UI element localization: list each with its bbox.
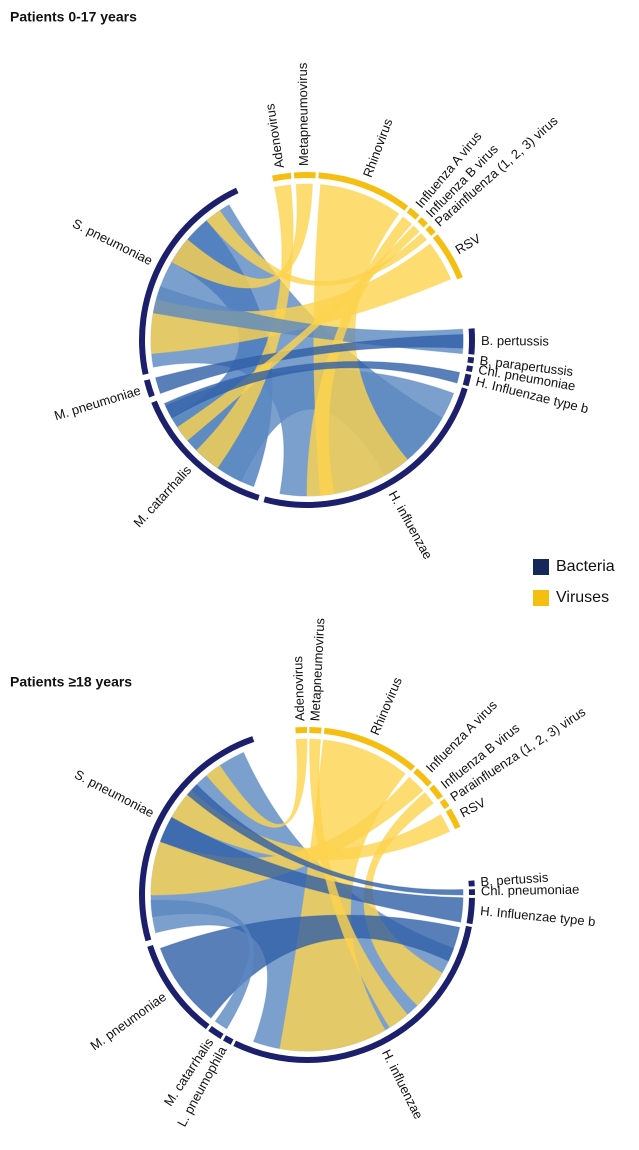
sector-arc bbox=[323, 727, 415, 771]
chord-ribbon bbox=[159, 914, 461, 1019]
sector-arc bbox=[468, 889, 475, 895]
sector-arc bbox=[462, 373, 472, 387]
sector-arc bbox=[445, 808, 461, 830]
panel-title: Patients ≥18 years bbox=[10, 674, 132, 690]
sector-label: Rhinovirus bbox=[360, 116, 396, 179]
sector-arc bbox=[417, 217, 428, 228]
sector-label: Chl. pneumoniae bbox=[481, 882, 580, 899]
sector-arc bbox=[272, 172, 292, 182]
sector-arc bbox=[467, 356, 475, 364]
sector-arc bbox=[429, 784, 443, 800]
sector-label: M. pneumoniae bbox=[87, 989, 169, 1053]
chord-ribbon bbox=[206, 738, 308, 828]
sector-arc bbox=[466, 897, 475, 925]
sector-label: M. catarrhalis bbox=[130, 462, 194, 530]
sector-arc bbox=[138, 187, 239, 375]
sector-label: S. pneumoniae bbox=[70, 216, 155, 268]
sector-arc bbox=[208, 1026, 224, 1040]
sector-arc bbox=[318, 172, 409, 211]
chord-diagram: Adenovirus Metapneumovirus Rhinovirus Influ… bbox=[52, 62, 590, 562]
chord-ribbon bbox=[306, 216, 413, 497]
sector-arc bbox=[406, 207, 420, 220]
sector-label: Adenovirus bbox=[262, 102, 287, 169]
chord-ribbon bbox=[171, 789, 451, 861]
legend-label: Bacteria bbox=[556, 558, 615, 575]
sector-arc bbox=[147, 945, 210, 1030]
chord-ribbon bbox=[186, 783, 464, 896]
chord-ribbon bbox=[150, 899, 255, 1030]
sector-label: RSV bbox=[453, 231, 484, 258]
chord-ribbon bbox=[163, 360, 461, 419]
sector-label: H. Influenzae type b bbox=[480, 903, 597, 929]
legend-label: Viruses bbox=[556, 589, 609, 606]
sector-arc bbox=[295, 727, 307, 734]
sector-label: B. pertussis bbox=[480, 870, 549, 890]
sector-arc bbox=[413, 768, 432, 787]
sector-arc bbox=[432, 234, 463, 280]
legend-swatch bbox=[533, 559, 549, 575]
sector-arc bbox=[466, 365, 473, 373]
sector-label: M. pneumoniae bbox=[52, 383, 142, 424]
sector-arc bbox=[143, 379, 155, 398]
chord-ribbon bbox=[309, 738, 408, 1028]
sector-arc bbox=[293, 172, 316, 179]
sector-arc bbox=[468, 328, 476, 355]
sector-label: Adenovirus bbox=[290, 655, 307, 721]
sector-label: Metapneumovirus bbox=[307, 617, 327, 721]
sector-arc bbox=[233, 925, 472, 1064]
chord-ribbon bbox=[150, 243, 452, 355]
sector-label: B. pertussis bbox=[481, 333, 550, 349]
chord-ribbon bbox=[206, 209, 428, 286]
sector-arc bbox=[468, 880, 475, 887]
sector-label: Metapneumovirus bbox=[295, 62, 311, 166]
sector-label: H. influenzae bbox=[379, 1047, 426, 1122]
sector-arc bbox=[425, 225, 436, 236]
chord-ribbon bbox=[152, 286, 464, 355]
sector-label: H. influenzae bbox=[386, 488, 436, 562]
chord-diagram: Adenovirus Metapneumovirus Rhinovirus Influ… bbox=[72, 617, 596, 1129]
sector-label: Rhinovirus bbox=[367, 674, 405, 737]
legend-swatch bbox=[533, 590, 549, 606]
sector-arc bbox=[309, 727, 322, 734]
sector-label: S. pneumoniae bbox=[72, 767, 156, 821]
chord-ribbon bbox=[155, 334, 464, 394]
chord-ribbon bbox=[150, 776, 424, 896]
sector-arc bbox=[223, 1035, 234, 1045]
panel-title: Patients 0-17 years bbox=[10, 9, 137, 25]
sector-arc bbox=[439, 798, 450, 810]
